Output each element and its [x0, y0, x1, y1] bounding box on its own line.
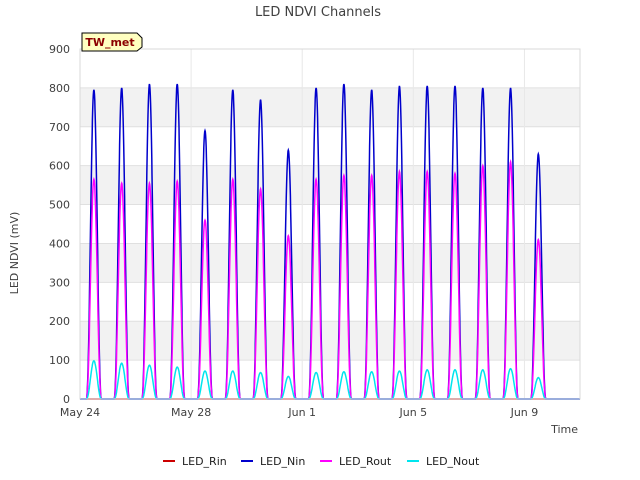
background-band: [80, 165, 580, 205]
y-axis-label: LED NDVI (mV): [8, 212, 21, 295]
plot-area: [79, 48, 581, 400]
x-tick-label: Jun 9: [510, 406, 539, 419]
station-badge: TW_met: [81, 32, 143, 52]
y-axis: 0 100 200 300 400 500 600 700 800 900: [49, 43, 70, 406]
background-bands: [80, 87, 580, 361]
legend-label: LED_Nout: [426, 455, 480, 468]
y-tick-label: 900: [49, 43, 70, 56]
x-tick-label: Jun 1: [287, 406, 316, 419]
x-tick-label: May 28: [171, 406, 211, 419]
background-band: [80, 243, 580, 283]
y-tick-label: 800: [49, 82, 70, 95]
x-tick-label: May 24: [60, 406, 100, 419]
y-tick-label: 700: [49, 121, 70, 134]
legend-label: LED_Rout: [339, 455, 392, 468]
x-tick-label: Jun 5: [398, 406, 427, 419]
legend: LED_Rin LED_Nin LED_Rout LED_Nout: [163, 455, 480, 468]
y-tick-label: 600: [49, 160, 70, 173]
chart-title: LED NDVI Channels: [255, 5, 381, 20]
background-band: [80, 321, 580, 361]
legend-label: LED_Nin: [260, 455, 305, 468]
x-axis: May 24 May 28 Jun 1 Jun 5 Jun 9: [60, 406, 538, 419]
y-tick-label: 400: [49, 237, 70, 250]
legend-label: LED_Rin: [182, 455, 227, 468]
y-tick-label: 100: [49, 354, 70, 367]
badge-shape: [81, 32, 143, 52]
background-band: [80, 87, 580, 127]
x-axis-label: Time: [550, 423, 578, 436]
plot-border: [79, 48, 581, 400]
y-tick-label: 0: [63, 393, 70, 406]
y-tick-label: 500: [49, 199, 70, 212]
badge-label: TW_met: [85, 36, 134, 49]
y-tick-label: 300: [49, 276, 70, 289]
y-tick-label: 200: [49, 315, 70, 328]
